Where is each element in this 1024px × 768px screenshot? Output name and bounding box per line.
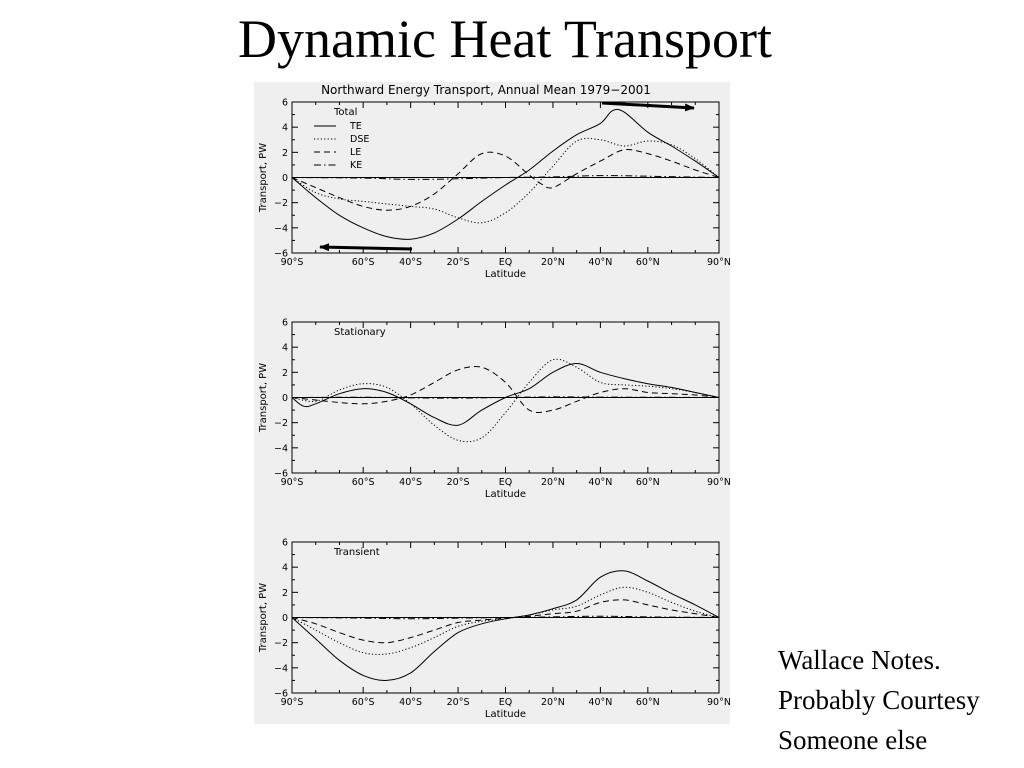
x-tick-label: EQ bbox=[499, 697, 512, 708]
southward-arrow bbox=[319, 243, 413, 252]
series-line-ke bbox=[291, 175, 720, 180]
panel-label: Stationary bbox=[334, 327, 386, 338]
figure-title: Northward Energy Transport, Annual Mean … bbox=[321, 83, 651, 97]
chart-panel-total: −6 −4 −2 0 2 4 6 90°S 60°S 40°S 20°S EQ 20°N 40°N 60°N… bbox=[258, 98, 730, 281]
series-line-le bbox=[291, 599, 720, 644]
series-line-le bbox=[291, 365, 720, 414]
y-tick-label: −2 bbox=[274, 198, 288, 209]
legend-label: KE bbox=[350, 160, 362, 171]
figure-panel: Northward Energy Transport, Annual Mean … bbox=[254, 82, 730, 724]
credit-note-line: Wallace Notes. bbox=[778, 645, 941, 675]
series-line-te bbox=[291, 570, 720, 681]
x-tick-label: 60°S bbox=[352, 697, 375, 708]
x-axis-title: Latitude bbox=[485, 269, 526, 280]
energy-transport-figure: Northward Energy Transport, Annual Mean … bbox=[258, 83, 730, 721]
panel-label: Total bbox=[333, 107, 357, 118]
y-tick-label: −6 bbox=[274, 469, 288, 480]
x-tick-label: 60°N bbox=[636, 257, 660, 268]
legend-label: DSE bbox=[350, 134, 369, 145]
y-tick-label: 0 bbox=[282, 613, 288, 624]
x-tick-label: 40°S bbox=[399, 257, 422, 268]
y-tick-label: 4 bbox=[282, 343, 288, 354]
series-line-le bbox=[291, 149, 720, 211]
y-tick-label: 2 bbox=[282, 588, 288, 599]
y-tick-label: −2 bbox=[274, 418, 288, 429]
x-tick-label: 90°S bbox=[281, 477, 304, 488]
chart-panel-transient: −6 −4 −2 0 2 4 6 90°S 60°S 40°S 20°S EQ 20°N 40°N 60°N… bbox=[258, 538, 730, 721]
x-tick-label: 40°S bbox=[399, 477, 422, 488]
y-axis-title: Transport, PW bbox=[258, 583, 269, 653]
northward-arrow bbox=[601, 101, 695, 112]
series-line-te bbox=[291, 362, 720, 426]
x-tick-label: 90°S bbox=[281, 257, 304, 268]
series-line-dse bbox=[291, 137, 720, 224]
x-tick-label: 20°N bbox=[541, 697, 565, 708]
series-line-ke bbox=[291, 396, 720, 399]
x-tick-label: 90°N bbox=[707, 477, 730, 488]
legend: TE DSE LE KE bbox=[314, 121, 369, 171]
chart-panel-stationary: −6 −4 −2 0 2 4 6 90°S 60°S 40°S 20°S EQ 20°N 40°N 60°N… bbox=[258, 318, 730, 501]
y-axis-title: Transport, PW bbox=[258, 143, 269, 213]
x-axis-title: Latitude bbox=[485, 709, 526, 720]
legend-label: TE bbox=[349, 121, 362, 132]
x-tick-label: 40°N bbox=[588, 257, 612, 268]
legend-label: LE bbox=[350, 147, 361, 158]
x-tick-label: 90°S bbox=[281, 697, 304, 708]
series-line-ke bbox=[291, 615, 720, 620]
y-tick-label: 4 bbox=[282, 123, 288, 134]
panel-label: Transient bbox=[333, 547, 380, 558]
y-tick-label: 6 bbox=[282, 538, 288, 549]
y-axis-title: Transport, PW bbox=[258, 363, 269, 433]
y-tick-label: −4 bbox=[274, 663, 288, 674]
x-tick-label: 90°N bbox=[707, 257, 730, 268]
y-tick-label: −2 bbox=[274, 638, 288, 649]
y-tick-label: 2 bbox=[282, 368, 288, 379]
y-tick-label: 4 bbox=[282, 563, 288, 574]
slide-title: Dynamic Heat Transport bbox=[238, 9, 772, 69]
x-tick-label: 20°S bbox=[447, 257, 470, 268]
x-tick-label: 40°N bbox=[588, 477, 612, 488]
y-tick-label: 6 bbox=[282, 318, 288, 329]
x-tick-label: 60°N bbox=[636, 697, 660, 708]
y-tick-label: 6 bbox=[282, 98, 288, 109]
y-tick-label: 0 bbox=[282, 393, 288, 404]
y-tick-label: 0 bbox=[282, 173, 288, 184]
x-tick-label: 40°S bbox=[399, 697, 422, 708]
series-line-te bbox=[291, 108, 720, 240]
series-line-dse bbox=[291, 358, 720, 443]
credit-note-line: Probably Courtesy bbox=[778, 685, 980, 715]
credit-note-line: Someone else bbox=[778, 725, 928, 755]
x-tick-label: 60°N bbox=[636, 477, 660, 488]
y-tick-label: −6 bbox=[274, 689, 288, 700]
x-tick-label: 20°N bbox=[541, 257, 565, 268]
x-tick-label: EQ bbox=[499, 257, 512, 268]
x-tick-label: 90°N bbox=[707, 697, 730, 708]
x-tick-label: 60°S bbox=[352, 257, 375, 268]
x-axis-title: Latitude bbox=[485, 489, 526, 500]
x-tick-label: 20°N bbox=[541, 477, 565, 488]
x-tick-label: EQ bbox=[499, 477, 512, 488]
credit-note: Wallace Notes. Probably Courtesy Someone… bbox=[778, 640, 1024, 760]
y-tick-label: −6 bbox=[274, 249, 288, 260]
x-tick-label: 20°S bbox=[447, 697, 470, 708]
series-line-dse bbox=[291, 586, 720, 655]
x-tick-label: 40°N bbox=[588, 697, 612, 708]
y-tick-label: 2 bbox=[282, 148, 288, 159]
y-tick-label: −4 bbox=[274, 443, 288, 454]
x-tick-label: 60°S bbox=[352, 477, 375, 488]
y-tick-label: −4 bbox=[274, 223, 288, 234]
x-tick-label: 20°S bbox=[447, 477, 470, 488]
